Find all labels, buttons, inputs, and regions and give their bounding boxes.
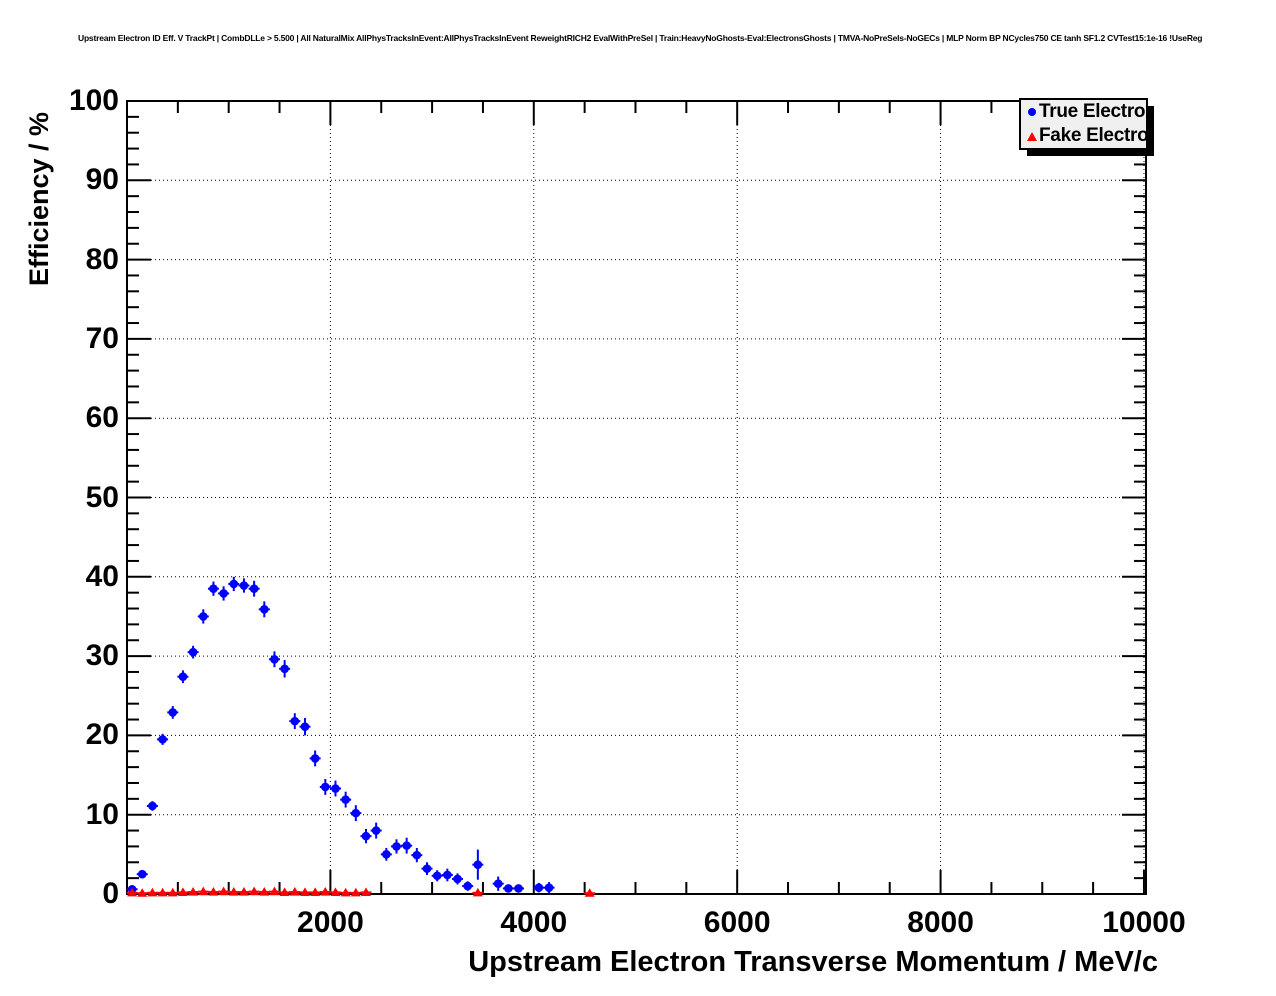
legend-label-fake-electron: Fake Electron	[1039, 125, 1148, 146]
series-true-electron	[126, 576, 555, 894]
x-tick-label: 8000	[907, 906, 974, 939]
y-tick-label: 50	[85, 480, 119, 514]
y-tick-label: 80	[85, 242, 119, 276]
true-electron-circle-marker-icon	[1028, 108, 1036, 116]
y-tick-label: 100	[68, 84, 119, 117]
fake-electron-triangle-marker-icon	[1027, 131, 1037, 141]
x-tick-label: 6000	[703, 906, 771, 939]
legend-item-fake-electron: Fake Electron	[1025, 124, 1146, 148]
series-fake-electron	[126, 886, 596, 897]
y-tick-label: 20	[85, 718, 119, 752]
y-tick-label: 70	[85, 321, 119, 355]
y-tick-label: 60	[85, 401, 119, 435]
legend-marker-cell	[1025, 108, 1039, 116]
axis-ticks	[127, 100, 1146, 895]
x-tick-label: 2000	[297, 906, 364, 939]
y-tick-label: 0	[102, 877, 119, 910]
x-axis-title: Upstream Electron Transverse Momentum / …	[468, 946, 1158, 978]
legend-label-true-electron: True Electron	[1039, 101, 1148, 122]
y-tick-label: 90	[85, 163, 119, 197]
y-tick-label: 40	[85, 559, 119, 593]
plot-title: Upstream Electron ID Eff. V TrackPt | Co…	[78, 33, 1203, 43]
legend-item-true-electron: True Electron	[1025, 100, 1146, 124]
y-tick-label: 10	[85, 797, 119, 831]
y-tick-label: 30	[85, 639, 119, 673]
gridlines	[127, 101, 1146, 894]
plot-frame	[126, 100, 1147, 895]
legend: True Electron Fake Electron	[1019, 98, 1148, 150]
x-tick-label: 4000	[500, 906, 568, 939]
legend-marker-cell	[1025, 131, 1039, 141]
x-tick-label: 10000	[1102, 906, 1186, 939]
